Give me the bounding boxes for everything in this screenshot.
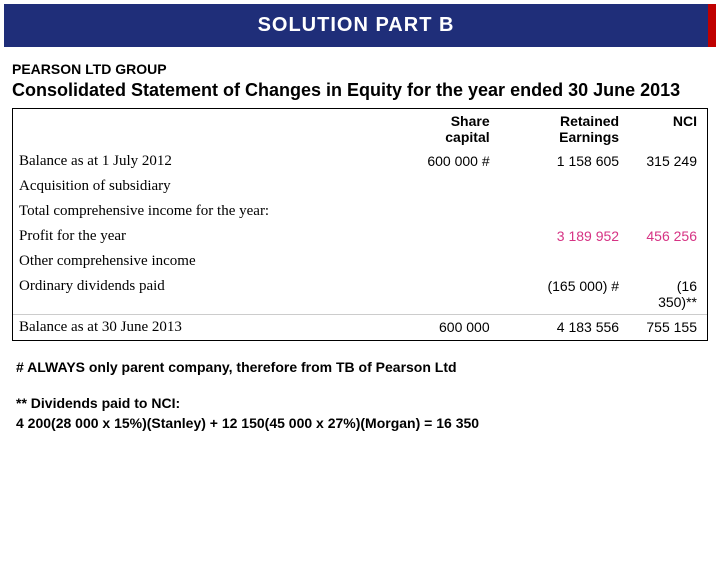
content-area: PEARSON LTD GROUP Consolidated Statement… xyxy=(0,47,720,431)
company-name: PEARSON LTD GROUP xyxy=(12,61,708,77)
footnote-calculation: 4 200(28 000 x 15%)(Stanley) + 12 150(45… xyxy=(12,415,708,431)
cell xyxy=(402,199,500,224)
table-row: Total comprehensive income for the year: xyxy=(13,199,707,224)
row-label: Balance as at 1 July 2012 xyxy=(13,149,402,174)
statement-title: Consolidated Statement of Changes in Equ… xyxy=(12,79,708,102)
table-row: Acquisition of subsidiary xyxy=(13,174,707,199)
footnote-dividends: ** Dividends paid to NCI: xyxy=(12,395,708,411)
cell xyxy=(402,274,500,315)
equity-table-container: Share capital Retained Earnings NCI Bala… xyxy=(12,108,708,341)
cell: 600 000 # xyxy=(402,149,500,174)
row-label: Acquisition of subsidiary xyxy=(13,174,402,199)
cell: 600 000 xyxy=(402,314,500,340)
cell xyxy=(629,249,707,274)
cell: (165 000) # xyxy=(500,274,629,315)
cell: 456 256 xyxy=(629,224,707,249)
cell xyxy=(402,249,500,274)
slide-header: SOLUTION PART B xyxy=(4,4,716,47)
cell xyxy=(500,249,629,274)
col-desc xyxy=(13,109,402,149)
cell: 4 183 556 xyxy=(500,314,629,340)
table-row-total: Balance as at 30 June 2013 600 000 4 183… xyxy=(13,314,707,340)
cell: 315 249 xyxy=(629,149,707,174)
cell: 3 189 952 xyxy=(500,224,629,249)
col-share-capital: Share capital xyxy=(402,109,500,149)
cell xyxy=(629,199,707,224)
table-row: Ordinary dividends paid (165 000) # (16 … xyxy=(13,274,707,315)
cell: 755 155 xyxy=(629,314,707,340)
slide-title: SOLUTION PART B xyxy=(258,14,455,36)
cell xyxy=(500,199,629,224)
row-label: Total comprehensive income for the year: xyxy=(13,199,402,224)
row-label: Profit for the year xyxy=(13,224,402,249)
cell xyxy=(629,174,707,199)
cell xyxy=(500,174,629,199)
equity-table: Share capital Retained Earnings NCI Bala… xyxy=(13,109,707,340)
cell: 1 158 605 xyxy=(500,149,629,174)
row-label: Other comprehensive income xyxy=(13,249,402,274)
col-nci: NCI xyxy=(629,109,707,149)
cell xyxy=(402,174,500,199)
table-row: Balance as at 1 July 2012 600 000 # 1 15… xyxy=(13,149,707,174)
cell xyxy=(402,224,500,249)
cell: (16 350)** xyxy=(629,274,707,315)
row-label: Ordinary dividends paid xyxy=(13,274,402,315)
footnote-hash: # ALWAYS only parent company, therefore … xyxy=(12,359,708,375)
table-row: Profit for the year 3 189 952 456 256 xyxy=(13,224,707,249)
row-label: Balance as at 30 June 2013 xyxy=(13,314,402,340)
col-retained-earnings: Retained Earnings xyxy=(500,109,629,149)
table-header-row: Share capital Retained Earnings NCI xyxy=(13,109,707,149)
table-row: Other comprehensive income xyxy=(13,249,707,274)
